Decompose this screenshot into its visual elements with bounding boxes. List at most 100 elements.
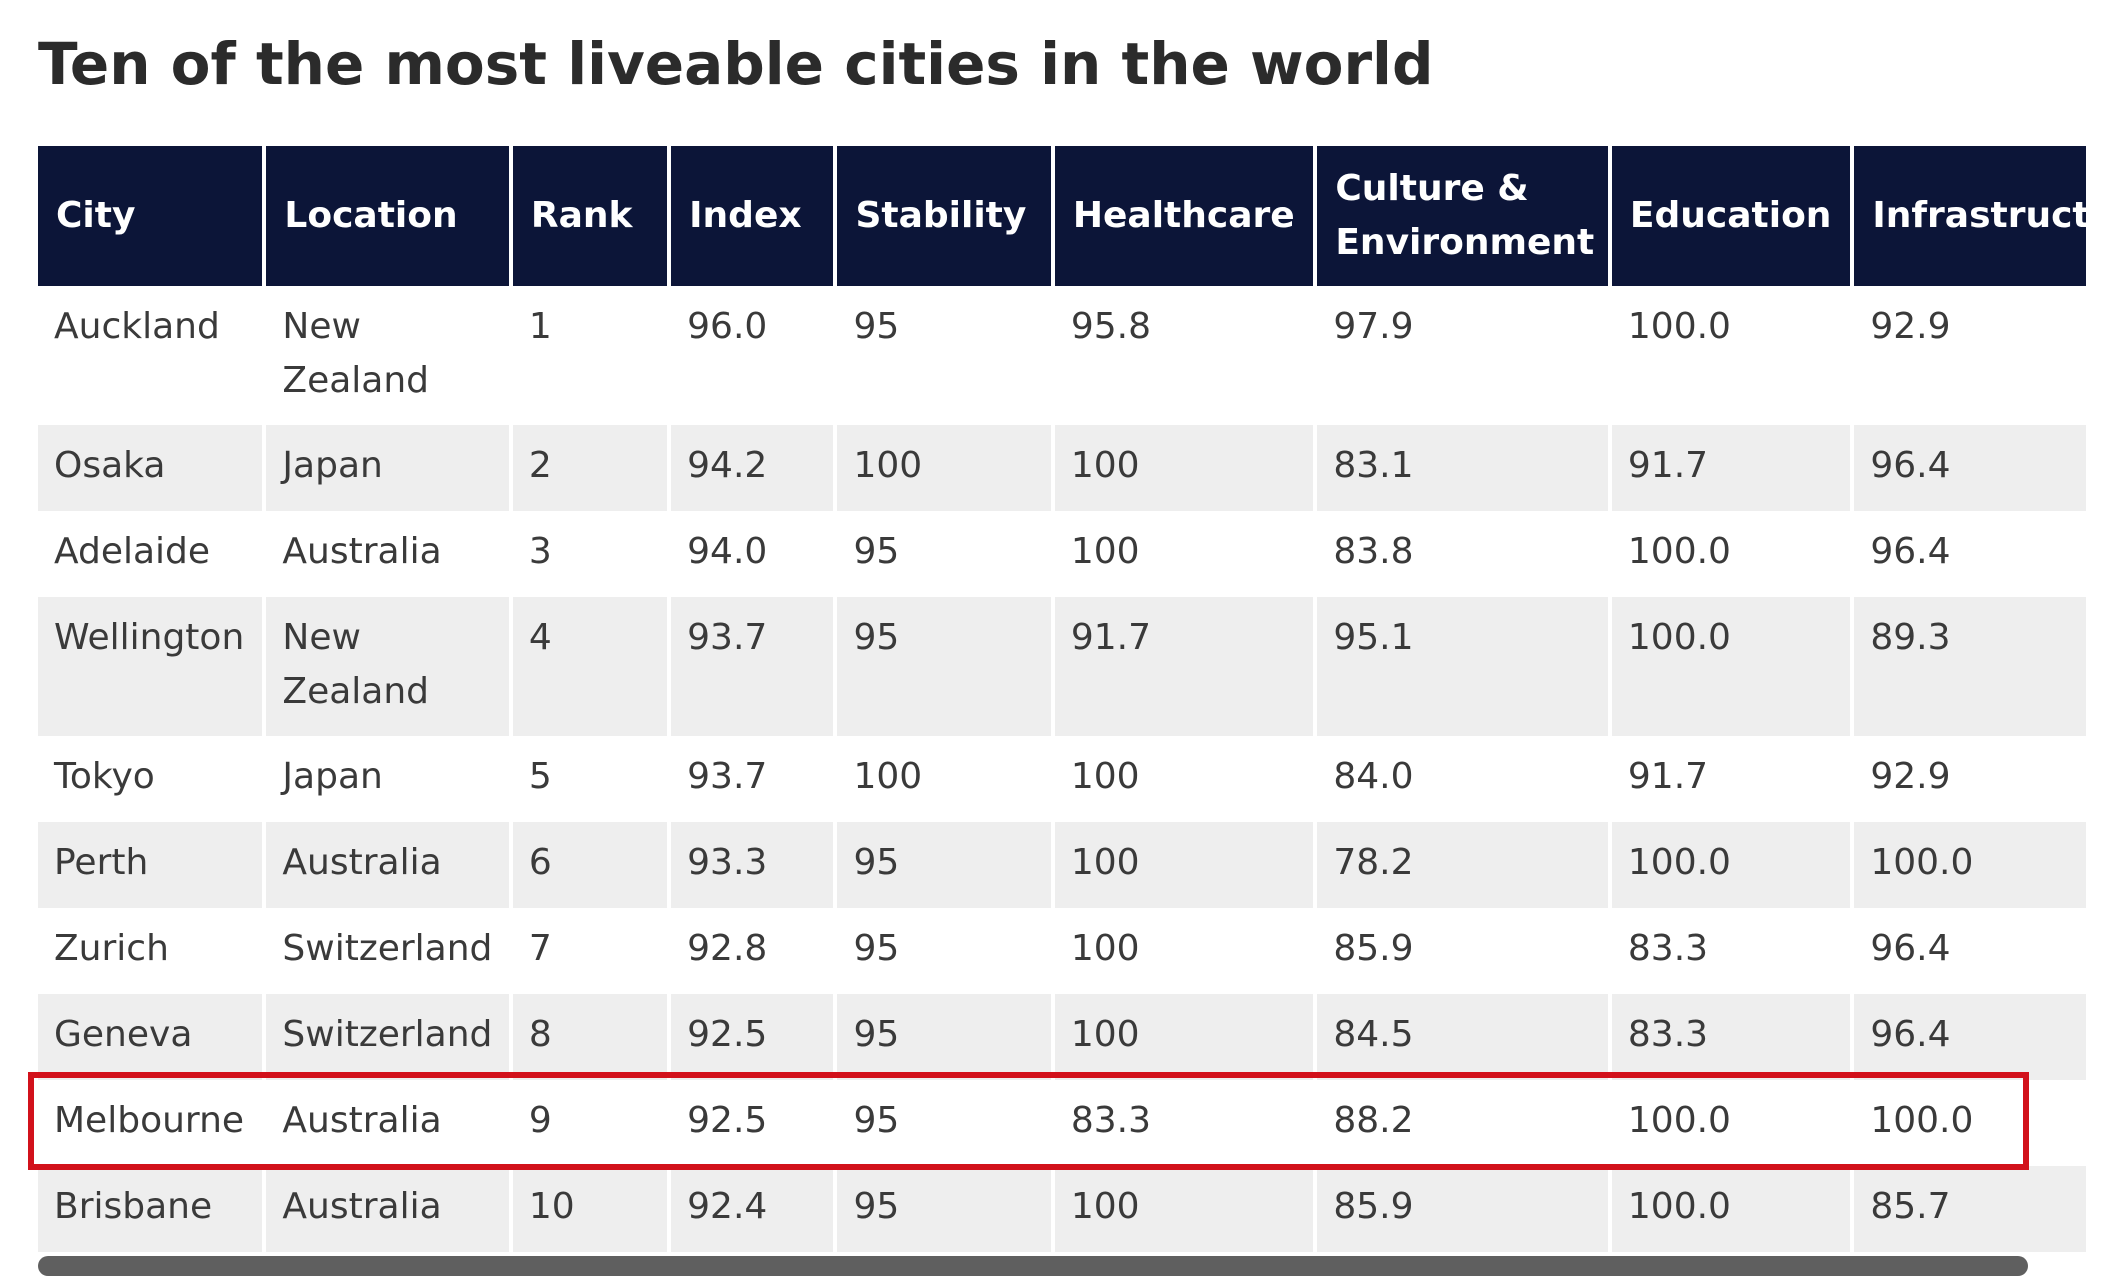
cell-stability: 95 bbox=[837, 597, 1051, 736]
horizontal-scrollbar[interactable] bbox=[38, 1256, 2028, 1276]
cell-stability: 95 bbox=[837, 908, 1051, 994]
cell-culture-environment: 97.9 bbox=[1317, 286, 1608, 425]
cell-city: Auckland bbox=[38, 286, 263, 425]
cell-rank: 2 bbox=[512, 425, 668, 511]
page-title: Ten of the most liveable cities in the w… bbox=[38, 30, 1434, 98]
cell-culture-environment: 85.9 bbox=[1317, 908, 1608, 994]
cell-rank: 1 bbox=[512, 286, 668, 425]
cell-stability: 100 bbox=[837, 736, 1051, 822]
cell-healthcare: 95.8 bbox=[1054, 286, 1314, 425]
cell-city: Osaka bbox=[38, 425, 263, 511]
cell-location: Australia bbox=[266, 511, 509, 597]
table-scroll-container[interactable]: City Location Rank Index Stability Healt… bbox=[38, 146, 2086, 1274]
cell-education: 100.0 bbox=[1611, 822, 1851, 908]
cell-healthcare: 91.7 bbox=[1054, 597, 1314, 736]
cell-infrastructure: 96.4 bbox=[1854, 511, 2086, 597]
header-stability: Stability bbox=[837, 146, 1051, 286]
cell-city: Brisbane bbox=[38, 1166, 263, 1252]
header-location: Location bbox=[266, 146, 509, 286]
cell-education: 91.7 bbox=[1611, 425, 1851, 511]
cell-healthcare: 100 bbox=[1054, 1166, 1314, 1252]
cell-infrastructure: 96.4 bbox=[1854, 994, 2086, 1080]
cell-location: Australia bbox=[266, 1080, 509, 1166]
cell-culture-environment: 85.9 bbox=[1317, 1166, 1608, 1252]
cell-healthcare: 100 bbox=[1054, 511, 1314, 597]
header-index: Index bbox=[671, 146, 834, 286]
table-row: Wellington New Zealand 4 93.7 95 91.7 95… bbox=[38, 597, 2086, 736]
cell-infrastructure: 100.0 bbox=[1854, 1080, 2086, 1166]
cell-stability: 95 bbox=[837, 286, 1051, 425]
cell-location: Japan bbox=[266, 736, 509, 822]
cell-culture-environment: 83.1 bbox=[1317, 425, 1608, 511]
cell-culture-environment: 84.0 bbox=[1317, 736, 1608, 822]
cell-culture-environment: 83.8 bbox=[1317, 511, 1608, 597]
cell-culture-environment: 88.2 bbox=[1317, 1080, 1608, 1166]
cell-index: 92.8 bbox=[671, 908, 834, 994]
table-row: Auckland New Zealand 1 96.0 95 95.8 97.9… bbox=[38, 286, 2086, 425]
cell-index: 92.4 bbox=[671, 1166, 834, 1252]
cell-rank: 3 bbox=[512, 511, 668, 597]
cell-city: Perth bbox=[38, 822, 263, 908]
cell-stability: 95 bbox=[837, 1080, 1051, 1166]
cell-healthcare: 100 bbox=[1054, 908, 1314, 994]
cell-infrastructure: 92.9 bbox=[1854, 736, 2086, 822]
cell-location: Australia bbox=[266, 1166, 509, 1252]
cell-index: 96.0 bbox=[671, 286, 834, 425]
header-healthcare: Healthcare bbox=[1054, 146, 1314, 286]
table-row: Geneva Switzerland 8 92.5 95 100 84.5 83… bbox=[38, 994, 2086, 1080]
header-culture-environment: Culture & Environment bbox=[1317, 146, 1608, 286]
cell-healthcare: 83.3 bbox=[1054, 1080, 1314, 1166]
cell-index: 94.2 bbox=[671, 425, 834, 511]
cell-culture-environment: 84.5 bbox=[1317, 994, 1608, 1080]
cell-infrastructure: 89.3 bbox=[1854, 597, 2086, 736]
table-row: Zurich Switzerland 7 92.8 95 100 85.9 83… bbox=[38, 908, 2086, 994]
cell-education: 83.3 bbox=[1611, 908, 1851, 994]
cell-rank: 7 bbox=[512, 908, 668, 994]
cell-rank: 8 bbox=[512, 994, 668, 1080]
cell-stability: 95 bbox=[837, 1166, 1051, 1252]
cell-education: 100.0 bbox=[1611, 597, 1851, 736]
cell-healthcare: 100 bbox=[1054, 822, 1314, 908]
cell-city: Melbourne bbox=[38, 1080, 263, 1166]
cell-education: 100.0 bbox=[1611, 511, 1851, 597]
cell-location: New Zealand bbox=[266, 286, 509, 425]
cell-rank: 10 bbox=[512, 1166, 668, 1252]
cell-healthcare: 100 bbox=[1054, 736, 1314, 822]
table-row-highlighted: Melbourne Australia 9 92.5 95 83.3 88.2 … bbox=[38, 1080, 2086, 1166]
cell-stability: 95 bbox=[837, 994, 1051, 1080]
table-row: Tokyo Japan 5 93.7 100 100 84.0 91.7 92.… bbox=[38, 736, 2086, 822]
cell-infrastructure: 100.0 bbox=[1854, 822, 2086, 908]
cell-index: 93.7 bbox=[671, 736, 834, 822]
cell-infrastructure: 92.9 bbox=[1854, 286, 2086, 425]
cell-rank: 6 bbox=[512, 822, 668, 908]
cell-education: 91.7 bbox=[1611, 736, 1851, 822]
cell-stability: 100 bbox=[837, 425, 1051, 511]
cell-rank: 4 bbox=[512, 597, 668, 736]
cell-rank: 9 bbox=[512, 1080, 668, 1166]
cell-city: Geneva bbox=[38, 994, 263, 1080]
table-row: Osaka Japan 2 94.2 100 100 83.1 91.7 96.… bbox=[38, 425, 2086, 511]
cell-index: 93.3 bbox=[671, 822, 834, 908]
cell-rank: 5 bbox=[512, 736, 668, 822]
cell-healthcare: 100 bbox=[1054, 994, 1314, 1080]
header-city: City bbox=[38, 146, 263, 286]
cell-infrastructure: 96.4 bbox=[1854, 425, 2086, 511]
cell-city: Tokyo bbox=[38, 736, 263, 822]
cell-education: 100.0 bbox=[1611, 286, 1851, 425]
cell-location: New Zealand bbox=[266, 597, 509, 736]
cell-location: Japan bbox=[266, 425, 509, 511]
cell-education: 100.0 bbox=[1611, 1080, 1851, 1166]
cell-index: 92.5 bbox=[671, 1080, 834, 1166]
cell-education: 100.0 bbox=[1611, 1166, 1851, 1252]
header-rank: Rank bbox=[512, 146, 668, 286]
cell-city: Zurich bbox=[38, 908, 263, 994]
cell-city: Wellington bbox=[38, 597, 263, 736]
cell-location: Australia bbox=[266, 822, 509, 908]
cell-stability: 95 bbox=[837, 511, 1051, 597]
cell-healthcare: 100 bbox=[1054, 425, 1314, 511]
cell-stability: 95 bbox=[837, 822, 1051, 908]
cell-index: 92.5 bbox=[671, 994, 834, 1080]
cell-city: Adelaide bbox=[38, 511, 263, 597]
table-header-row: City Location Rank Index Stability Healt… bbox=[38, 146, 2086, 286]
cell-education: 83.3 bbox=[1611, 994, 1851, 1080]
